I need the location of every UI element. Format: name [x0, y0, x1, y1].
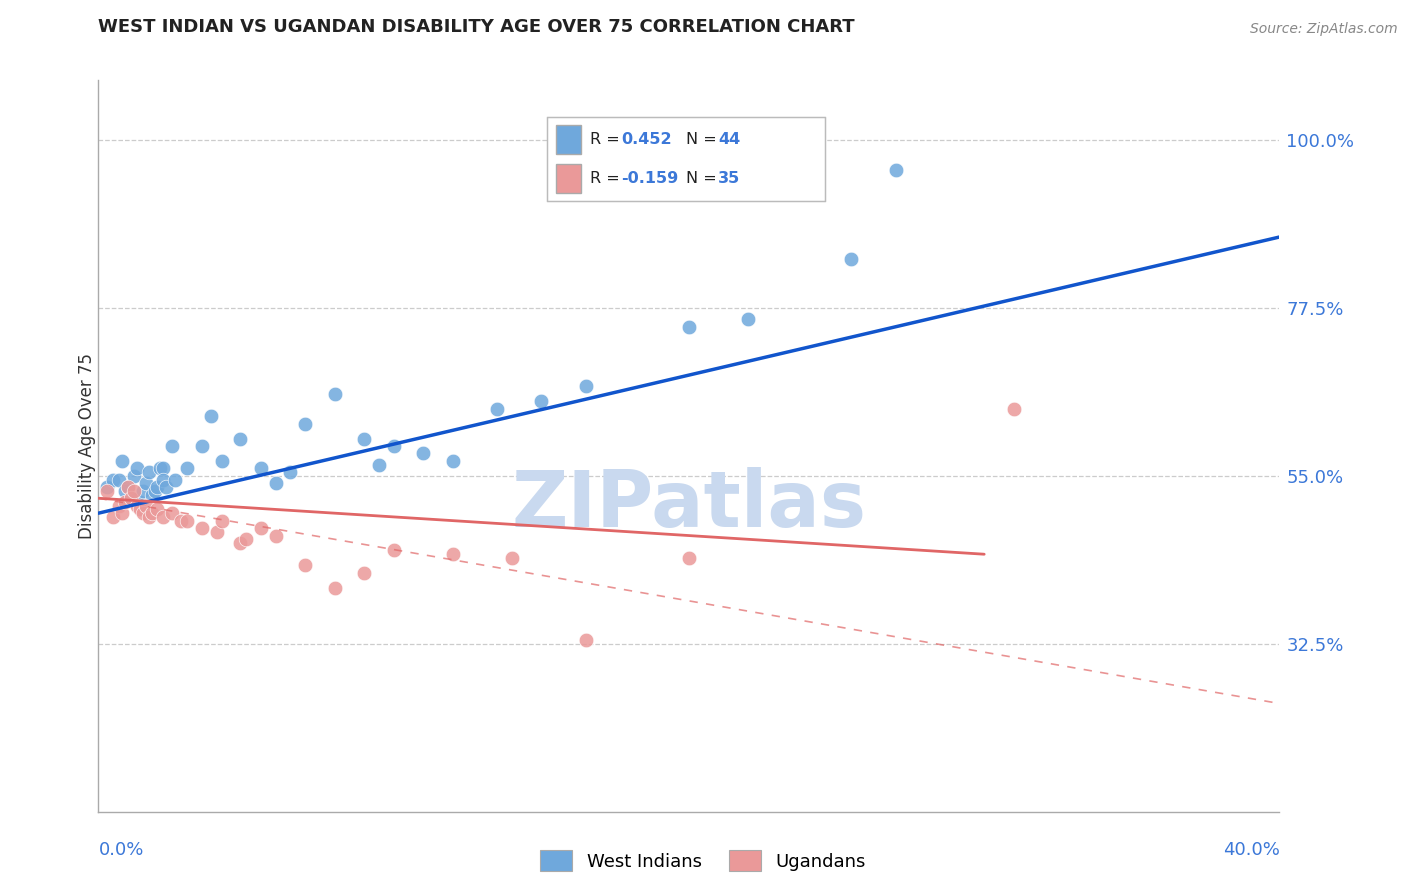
Legend: West Indians, Ugandans: West Indians, Ugandans — [533, 843, 873, 879]
Point — [575, 379, 598, 393]
Text: WEST INDIAN VS UGANDAN DISABILITY AGE OVER 75 CORRELATION CHART: WEST INDIAN VS UGANDAN DISABILITY AGE OV… — [98, 19, 855, 37]
Point — [120, 491, 142, 506]
Point — [103, 473, 125, 487]
Point — [122, 483, 145, 498]
Point — [122, 468, 145, 483]
Point — [486, 401, 509, 416]
Point — [382, 543, 405, 558]
Point — [114, 483, 136, 498]
Point — [132, 506, 155, 520]
Point — [205, 524, 228, 539]
Point — [368, 458, 391, 472]
Point — [884, 162, 907, 177]
Point — [229, 432, 252, 446]
Point — [165, 473, 187, 487]
Point — [125, 499, 148, 513]
Text: 0.0%: 0.0% — [98, 841, 143, 859]
Point — [162, 506, 183, 520]
Point — [111, 454, 134, 468]
Point — [176, 461, 198, 475]
Point — [117, 480, 139, 494]
Y-axis label: Disability Age Over 75: Disability Age Over 75 — [79, 353, 96, 539]
Point — [108, 499, 131, 513]
Point — [138, 509, 160, 524]
Text: ZIPatlas: ZIPatlas — [512, 467, 866, 542]
Point — [229, 536, 252, 550]
Text: 40.0%: 40.0% — [1223, 841, 1279, 859]
Point — [96, 480, 118, 494]
Point — [323, 386, 346, 401]
Point — [353, 566, 375, 580]
Point — [155, 480, 177, 494]
Point — [200, 409, 222, 424]
Point — [114, 495, 136, 509]
Point — [111, 506, 134, 520]
Point — [1002, 401, 1025, 416]
Point — [128, 502, 150, 516]
Point — [382, 439, 405, 453]
Point — [120, 491, 142, 506]
Point — [501, 551, 523, 566]
Point — [280, 465, 302, 479]
Point — [250, 521, 273, 535]
Point — [211, 454, 233, 468]
Point — [141, 506, 163, 520]
Point — [117, 480, 139, 494]
Point — [128, 495, 150, 509]
Point — [152, 473, 174, 487]
Text: Source: ZipAtlas.com: Source: ZipAtlas.com — [1250, 22, 1398, 37]
Point — [146, 502, 169, 516]
Point — [441, 454, 464, 468]
Point — [737, 312, 759, 326]
Point — [575, 633, 598, 648]
Point — [678, 319, 700, 334]
Point — [841, 252, 863, 267]
Point — [103, 509, 125, 524]
Point — [294, 558, 316, 573]
Point — [678, 551, 700, 566]
Point — [143, 483, 166, 498]
Point — [441, 547, 464, 561]
Point — [135, 499, 157, 513]
Point — [152, 461, 174, 475]
Point — [294, 417, 316, 431]
Point — [141, 487, 163, 501]
Point — [96, 483, 118, 498]
Point — [353, 432, 375, 446]
Point — [162, 439, 183, 453]
Point — [264, 528, 287, 542]
Point — [264, 476, 287, 491]
Point — [235, 533, 257, 547]
Point — [530, 394, 553, 409]
Point — [138, 465, 160, 479]
Point — [211, 514, 233, 528]
Point — [149, 461, 172, 475]
Point — [152, 509, 174, 524]
Point — [323, 581, 346, 595]
Point — [176, 514, 198, 528]
Point — [146, 480, 169, 494]
Point — [412, 446, 434, 460]
Point — [135, 476, 157, 491]
Point — [108, 473, 131, 487]
Point — [250, 461, 273, 475]
Point — [191, 439, 214, 453]
Point — [170, 514, 193, 528]
Point — [132, 483, 155, 498]
Point — [191, 521, 214, 535]
Point — [125, 461, 148, 475]
